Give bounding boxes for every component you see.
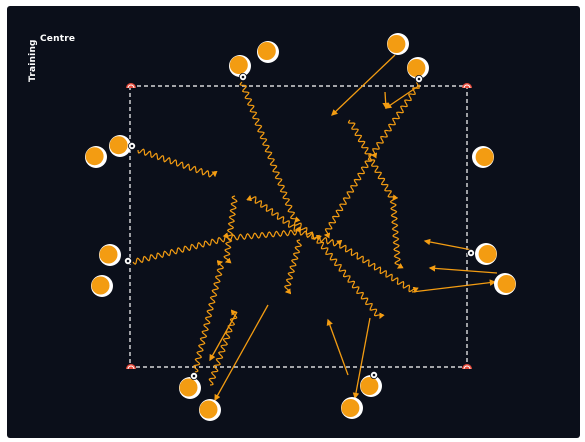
player-marker bbox=[407, 57, 429, 79]
player-marker bbox=[199, 399, 221, 421]
player-marker bbox=[99, 244, 121, 266]
soccer-ball-icon bbox=[466, 248, 475, 257]
players-layer bbox=[85, 33, 516, 421]
pass-arrow bbox=[382, 91, 389, 110]
dribble-path bbox=[227, 226, 301, 242]
pass-arrow bbox=[428, 265, 498, 274]
dribble-path bbox=[370, 81, 421, 159]
soccer-ball-icon bbox=[127, 141, 136, 150]
pass-arrow bbox=[331, 54, 396, 116]
cone-icon bbox=[462, 364, 472, 370]
pass-arrow bbox=[352, 317, 371, 400]
dribble-path bbox=[316, 239, 385, 320]
pass-arrow bbox=[209, 311, 238, 362]
dribble-path bbox=[239, 81, 301, 223]
dribble-path bbox=[284, 239, 302, 295]
player-marker bbox=[91, 275, 113, 297]
dribble-path bbox=[293, 221, 322, 242]
player-marker bbox=[257, 41, 279, 63]
dribble-paths bbox=[132, 81, 421, 386]
pass-arrow bbox=[326, 318, 349, 376]
player-marker bbox=[475, 243, 497, 265]
dribble-path bbox=[208, 309, 238, 386]
dribble-path bbox=[192, 259, 225, 373]
dribble-path bbox=[132, 232, 229, 265]
pass-arrow bbox=[411, 279, 497, 293]
dribble-path bbox=[347, 119, 399, 201]
logo-word-side: Training bbox=[28, 39, 38, 82]
pass-arrow bbox=[423, 238, 473, 251]
dribble-path bbox=[323, 154, 373, 239]
player-marker bbox=[179, 377, 201, 399]
player-marker bbox=[85, 146, 107, 168]
player-marker bbox=[387, 33, 409, 55]
cone-icon bbox=[126, 83, 136, 89]
soccer-ball-icon bbox=[189, 371, 198, 380]
soccer-ball-icon bbox=[414, 75, 423, 84]
player-marker bbox=[341, 397, 363, 419]
dribble-path bbox=[137, 148, 218, 178]
logo: Centre Training bbox=[27, 30, 97, 90]
logo-word-top: Centre bbox=[40, 34, 76, 44]
dribble-path bbox=[223, 195, 238, 264]
player-marker bbox=[109, 135, 131, 157]
dribble-path bbox=[246, 194, 302, 233]
balls-layer bbox=[124, 73, 475, 380]
pitch-background bbox=[7, 6, 580, 438]
player-marker bbox=[494, 273, 516, 295]
pass-arrow bbox=[384, 84, 421, 109]
dribble-path bbox=[339, 244, 419, 294]
soccer-ball-icon bbox=[238, 73, 247, 82]
dribble-path bbox=[299, 230, 343, 247]
dribble-path bbox=[389, 199, 404, 269]
cone-icon bbox=[462, 83, 472, 89]
pass-arrow bbox=[214, 304, 269, 402]
cone-icon bbox=[126, 364, 136, 370]
field-boundary bbox=[129, 85, 468, 368]
soccer-ball-icon bbox=[124, 256, 133, 265]
pass-arrows bbox=[209, 54, 498, 402]
player-marker bbox=[360, 375, 382, 397]
player-marker bbox=[472, 146, 494, 168]
player-marker bbox=[229, 55, 251, 77]
soccer-ball-icon bbox=[369, 370, 378, 379]
